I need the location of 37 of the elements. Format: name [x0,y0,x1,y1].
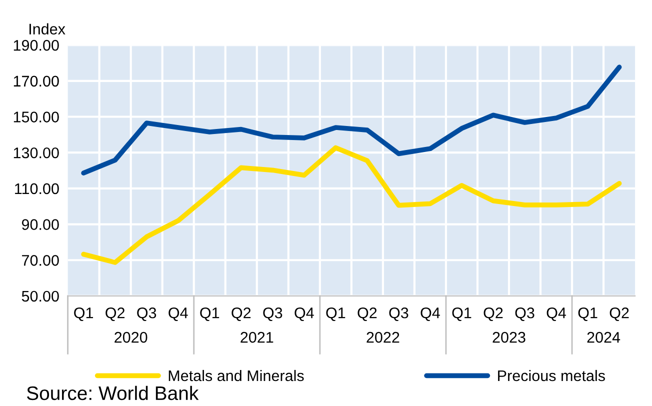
text: 2021 [240,332,274,343]
x-tick-label: Q2 [232,307,251,322]
x-tick-label: Q3 [137,307,156,322]
legend-label: Precious metals [498,370,605,382]
x-tick-label: Q2 [106,307,124,322]
y-tick-label: 90.00 [22,219,59,230]
x-tick-label: Q3 [389,307,408,322]
x-tick-label: Q2 [358,307,377,322]
x-tick-label: Q2 [610,307,629,322]
y-axis-title: Index [30,23,66,35]
x-tick-label: Q1 [452,307,472,322]
line-series [81,64,622,176]
x-tick-label: Q1 [326,307,346,322]
source-note: Source: World Bank [26,386,199,400]
x-tick-label: Q1 [74,307,94,322]
x-tick-label: Q1 [578,307,598,322]
y-tick-label: 150.00 [14,112,59,122]
y-tick-label: 190.00 [14,40,59,51]
x-tick-label: Q1 [200,307,220,322]
x-tick-label: Q3 [263,307,282,322]
y-tick-label: 170.00 [14,76,59,87]
x-tick-label: Q4 [546,307,566,322]
x-tick-label: Q4 [420,307,440,322]
y-tick-label: 70.00 [22,255,59,266]
x-tick-label: Q4 [168,307,188,322]
y-tick-label: 50.00 [22,290,59,302]
x-tick-label: Q4 [294,307,314,322]
text: 2024 [587,332,620,343]
text: 2022 [366,332,400,343]
legend-label: Metals and Minerals [168,370,304,382]
x-tick-label: Q3 [515,307,534,322]
x-tick-label: Q2 [484,307,503,322]
line-series [81,145,622,265]
y-tick-label: 110.00 [15,183,59,194]
y-tick-label: 130.00 [14,147,59,158]
text: 2020 [114,332,148,343]
text: 2023 [492,332,526,343]
